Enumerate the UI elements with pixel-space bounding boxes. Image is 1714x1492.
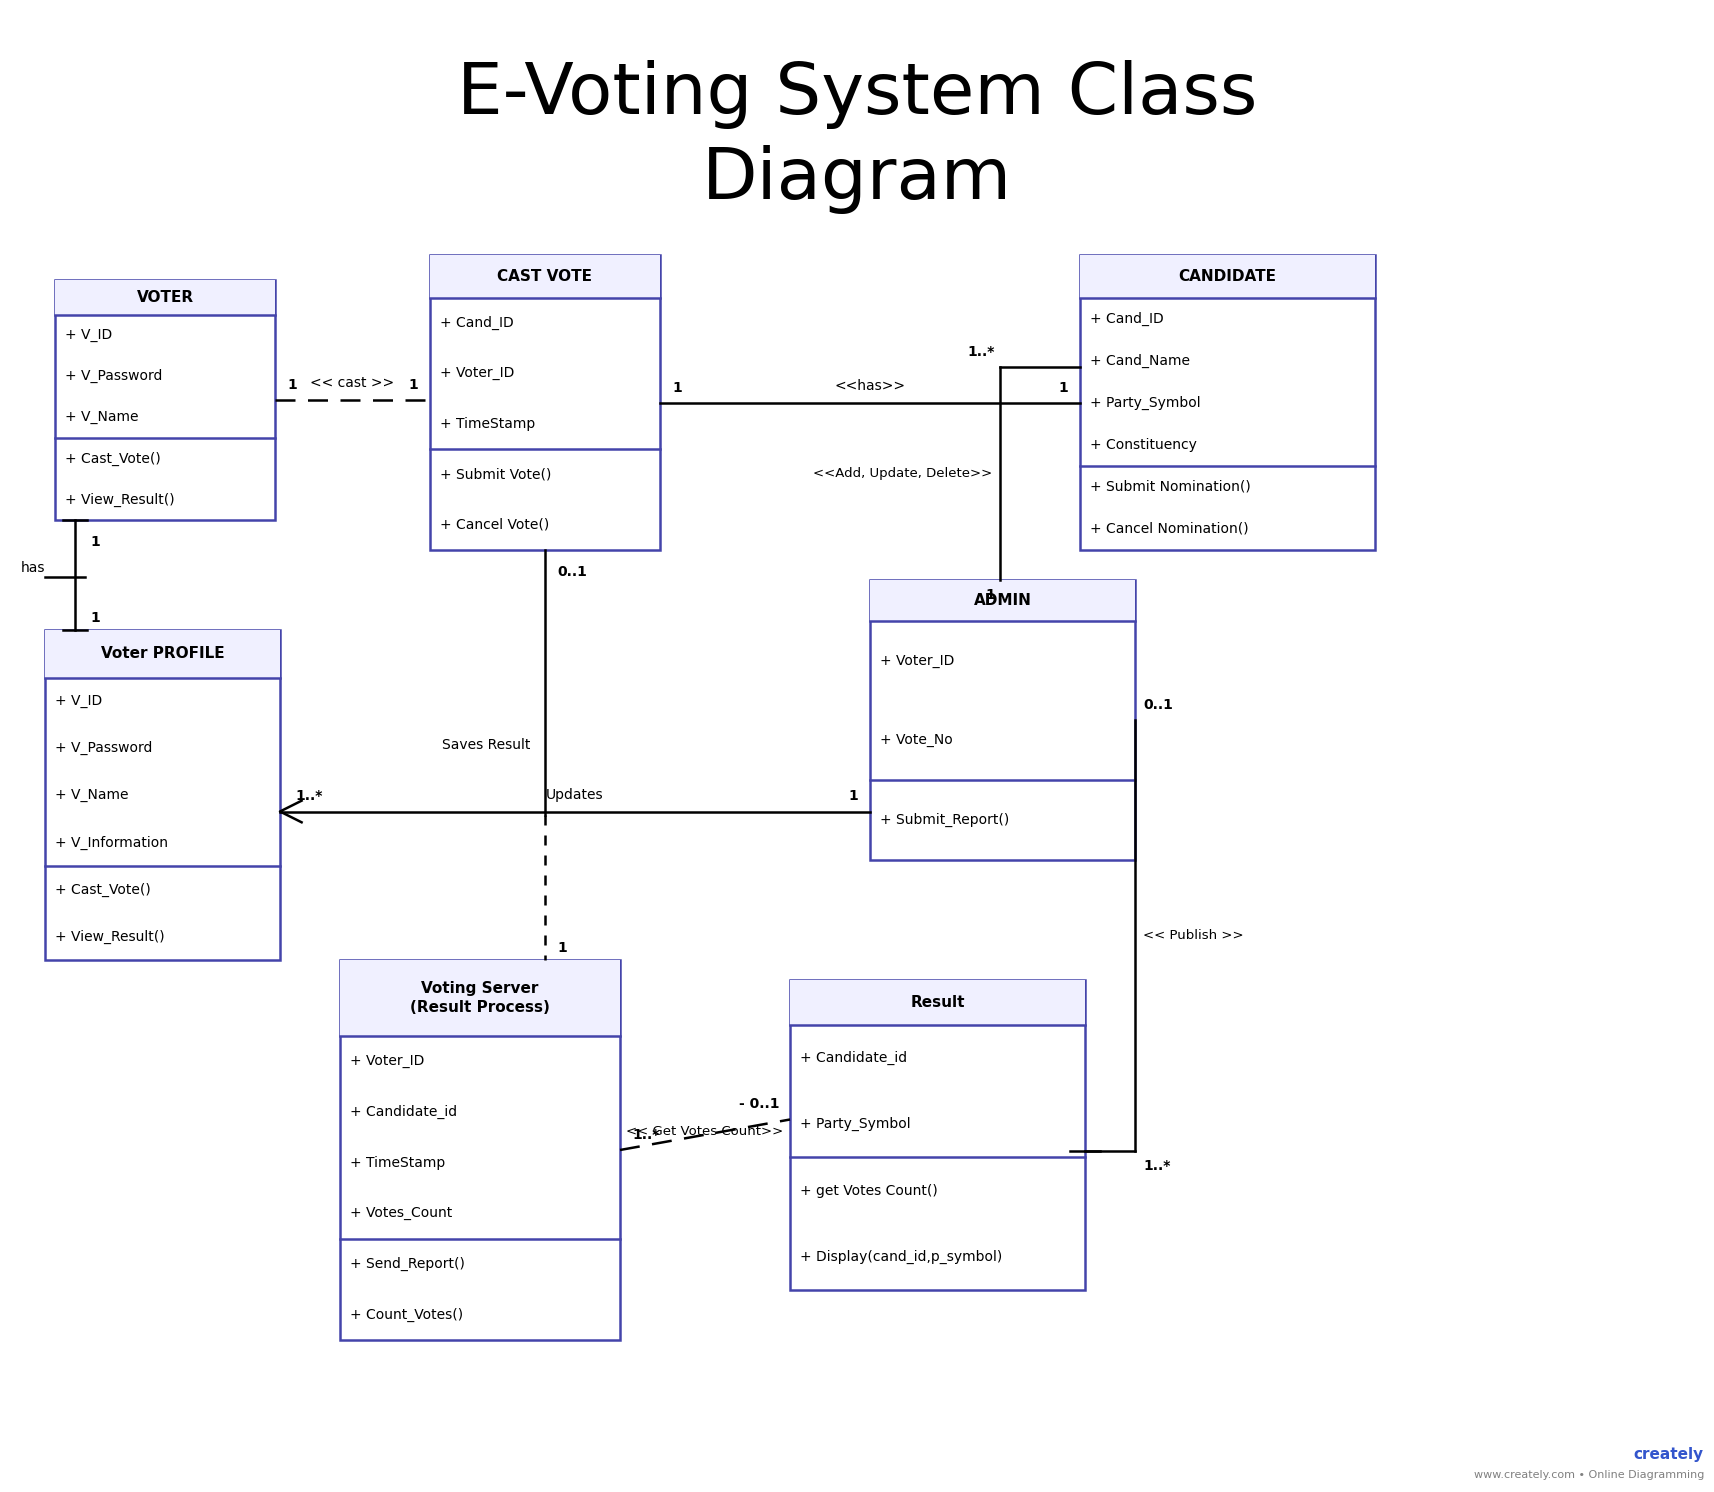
- Text: Diagram: Diagram: [703, 145, 1011, 213]
- Text: Saves Result: Saves Result: [442, 739, 530, 752]
- Text: + V_Password: + V_Password: [55, 742, 153, 755]
- Text: + Party_Symbol: + Party_Symbol: [1090, 395, 1200, 410]
- Text: + Count_Votes(): + Count_Votes(): [350, 1307, 463, 1322]
- Bar: [339, 959, 620, 1340]
- Text: <<Add, Update, Delete>>: <<Add, Update, Delete>>: [812, 467, 992, 480]
- Text: + Candidate_id: + Candidate_id: [800, 1050, 907, 1065]
- Text: VOTER: VOTER: [137, 289, 194, 304]
- Text: + V_Name: + V_Name: [65, 410, 139, 424]
- Text: 1: 1: [91, 612, 99, 625]
- Text: www.creately.com • Online Diagramming: www.creately.com • Online Diagramming: [1474, 1470, 1704, 1480]
- Text: Updates: Updates: [547, 788, 603, 801]
- Text: 0..1: 0..1: [1143, 698, 1172, 712]
- Text: 1: 1: [986, 588, 996, 601]
- Text: + Party_Symbol: + Party_Symbol: [800, 1118, 910, 1131]
- Text: + V_Password: + V_Password: [65, 370, 163, 383]
- Text: has: has: [21, 561, 45, 574]
- Text: + Cancel Nomination(): + Cancel Nomination(): [1090, 522, 1248, 536]
- Text: 1..*: 1..*: [968, 345, 996, 360]
- Text: + Votes_Count: + Votes_Count: [350, 1207, 452, 1220]
- Bar: [55, 280, 274, 521]
- Text: 1: 1: [1058, 380, 1068, 394]
- Text: + View_Result(): + View_Result(): [55, 930, 165, 943]
- Bar: [339, 959, 620, 1035]
- Bar: [430, 255, 660, 551]
- Text: + Voter_ID: + Voter_ID: [879, 653, 955, 667]
- Text: + Submit Nomination(): + Submit Nomination(): [1090, 480, 1251, 494]
- Text: + Submit_Report(): + Submit_Report(): [879, 813, 1010, 827]
- Text: - 0..1: - 0..1: [739, 1098, 780, 1112]
- Text: + Cast_Vote(): + Cast_Vote(): [65, 452, 161, 466]
- Text: + Cast_Vote(): + Cast_Vote(): [55, 882, 151, 897]
- Text: + Send_Report(): + Send_Report(): [350, 1256, 464, 1271]
- Text: 1: 1: [557, 941, 567, 955]
- Text: + Submit Vote(): + Submit Vote(): [440, 467, 552, 482]
- Text: + Cancel Vote(): + Cancel Vote(): [440, 518, 548, 531]
- Bar: [45, 630, 279, 959]
- Text: + get Votes Count(): + get Votes Count(): [800, 1183, 938, 1198]
- Text: + Constituency: + Constituency: [1090, 439, 1196, 452]
- Bar: [871, 580, 1135, 621]
- Text: + Candidate_id: + Candidate_id: [350, 1106, 458, 1119]
- Text: + V_ID: + V_ID: [55, 694, 103, 709]
- Text: + V_ID: + V_ID: [65, 328, 111, 342]
- Text: Result: Result: [910, 995, 965, 1010]
- Text: 1: 1: [848, 789, 859, 804]
- Text: 0..1: 0..1: [557, 565, 586, 579]
- Text: 1..*: 1..*: [295, 789, 322, 804]
- Text: creately: creately: [1633, 1447, 1704, 1462]
- Text: + View_Result(): + View_Result(): [65, 492, 175, 507]
- Bar: [1080, 255, 1375, 551]
- Bar: [1080, 255, 1375, 298]
- Text: CANDIDATE: CANDIDATE: [1179, 269, 1277, 283]
- Text: E-Voting System Class: E-Voting System Class: [458, 60, 1256, 128]
- Text: Voter PROFILE: Voter PROFILE: [101, 646, 225, 661]
- Text: + TimeStamp: + TimeStamp: [440, 416, 535, 431]
- Text: 1: 1: [286, 377, 297, 392]
- Text: + V_Name: + V_Name: [55, 788, 129, 803]
- Bar: [871, 580, 1135, 859]
- Text: + Display(cand_id,p_symbol): + Display(cand_id,p_symbol): [800, 1250, 1003, 1264]
- Text: Voting Server
(Result Process): Voting Server (Result Process): [410, 982, 550, 1015]
- Text: 1..*: 1..*: [632, 1128, 660, 1141]
- Bar: [45, 630, 279, 677]
- Bar: [55, 280, 274, 315]
- Bar: [790, 980, 1085, 1291]
- Text: << Publish >>: << Publish >>: [1143, 928, 1244, 941]
- Text: + Cand_Name: + Cand_Name: [1090, 354, 1190, 369]
- Text: + TimeStamp: + TimeStamp: [350, 1156, 446, 1170]
- Text: + Cand_ID: + Cand_ID: [440, 316, 514, 330]
- Text: + Voter_ID: + Voter_ID: [440, 367, 514, 380]
- Text: 1: 1: [408, 377, 418, 392]
- Text: 1: 1: [91, 536, 99, 549]
- Text: ADMIN: ADMIN: [974, 592, 1032, 607]
- Text: << cast >>: << cast >>: [310, 376, 394, 389]
- Text: <<has>>: <<has>>: [835, 379, 905, 392]
- Text: + Voter_ID: + Voter_ID: [350, 1055, 425, 1068]
- Text: + Vote_No: + Vote_No: [879, 733, 953, 747]
- Text: 1: 1: [672, 380, 682, 394]
- Text: 1..*: 1..*: [1143, 1158, 1171, 1173]
- Text: << Get Votes Count>>: << Get Votes Count>>: [626, 1125, 783, 1138]
- Text: CAST VOTE: CAST VOTE: [497, 269, 593, 283]
- Bar: [790, 980, 1085, 1025]
- Bar: [430, 255, 660, 298]
- Text: + V_Information: + V_Information: [55, 836, 168, 849]
- Text: + Cand_ID: + Cand_ID: [1090, 312, 1164, 325]
